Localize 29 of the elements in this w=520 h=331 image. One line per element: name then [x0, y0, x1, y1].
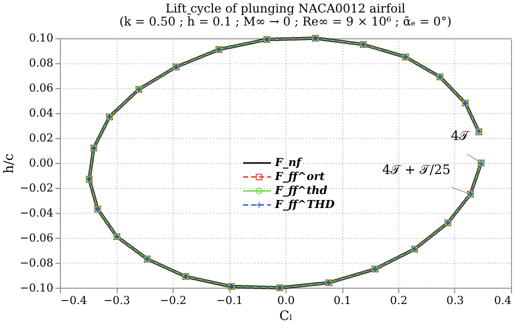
x-tick-label: 0.3 [446, 294, 464, 308]
annotation: 4𝒯 + 𝒯/25 [382, 163, 450, 178]
y-tick-label: 0.08 [28, 56, 54, 70]
x-tick-label: −0.2 [160, 294, 186, 308]
y-axis-title: h/c [2, 154, 17, 174]
x-tick-label: −0.1 [216, 294, 243, 308]
y-tick-label: 0.02 [28, 132, 54, 145]
annotation: 4𝒯 [450, 129, 472, 144]
legend-label: F_nf [274, 156, 304, 169]
legend-label: F_ff^THD [274, 198, 336, 211]
y-tick-label: 0.04 [28, 106, 54, 120]
x-axis-title: Cₗ [279, 309, 292, 324]
y-tick-label: −0.10 [20, 281, 54, 294]
y-tick-label: −0.08 [20, 256, 54, 270]
y-tick-label: −0.06 [20, 231, 54, 244]
y-tick-label: 0.00 [28, 156, 54, 170]
x-tick-label: 0.0 [277, 294, 295, 308]
x-tick-label: 0.2 [390, 294, 408, 308]
x-tick-label: 0.4 [494, 294, 512, 308]
y-tick-label: 0.06 [28, 82, 54, 95]
y-tick-label: 0.10 [28, 32, 54, 45]
x-tick-label: −0.3 [103, 294, 130, 308]
chart-title: Lift cycle of plunging NACA0012 airfoil [166, 1, 406, 16]
x-tick-label: −0.4 [60, 294, 88, 308]
y-tick-label: −0.02 [20, 181, 54, 194]
x-tick-label: 0.1 [334, 294, 352, 308]
legend-label: F_ff^thd [274, 184, 328, 197]
legend-label: F_ff^ort [274, 170, 325, 183]
y-tick-label: −0.04 [20, 206, 54, 220]
